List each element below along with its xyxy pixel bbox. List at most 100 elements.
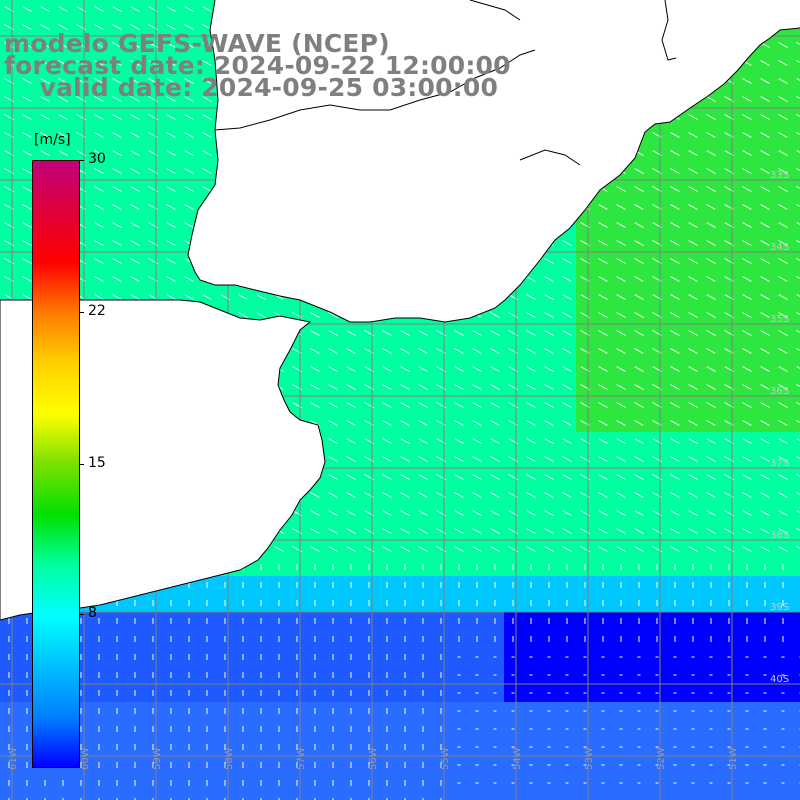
wind-arrow — [778, 276, 788, 282]
wind-arrow — [112, 150, 122, 156]
wind-arrow — [22, 132, 32, 138]
wind-arrow — [22, 60, 32, 66]
wind-arrow — [634, 258, 644, 264]
wind-arrow — [166, 276, 176, 282]
wind-cell — [792, 702, 800, 720]
wind-arrow — [130, 42, 140, 48]
wind-arrow — [598, 492, 608, 498]
wind-arrow — [688, 114, 698, 120]
wind-arrow — [760, 186, 770, 192]
wind-arrow — [184, 132, 194, 138]
wind-arrow — [58, 150, 68, 156]
wind-arrow — [796, 132, 800, 136]
wind-arrow — [490, 492, 500, 498]
wind-arrow — [742, 474, 752, 480]
wind-arrow — [616, 312, 626, 318]
wind-arrow — [184, 78, 194, 84]
wind-arrow — [706, 402, 716, 408]
wind-arrow — [760, 330, 770, 336]
wind-arrow — [202, 6, 212, 12]
wind-arrow — [796, 222, 800, 226]
wind-arrow — [796, 456, 800, 460]
wind-arrow — [22, 24, 32, 30]
wind-arrow — [778, 150, 788, 156]
wind-arrow — [778, 348, 788, 354]
wind-cell — [450, 792, 468, 800]
wind-arrow — [490, 510, 500, 516]
wind-arrow — [112, 294, 122, 300]
wind-arrow — [130, 78, 140, 84]
wind-arrow — [382, 474, 392, 480]
wind-arrow — [598, 420, 608, 426]
wind-arrow — [598, 384, 608, 390]
longitude-label: 54W — [512, 747, 523, 770]
wind-arrow — [544, 366, 554, 372]
wind-arrow — [94, 114, 104, 120]
latitude-label: 39S — [770, 602, 790, 613]
wind-arrow — [58, 78, 68, 84]
wind-arrow — [544, 258, 554, 264]
longitude-label: 56W — [368, 747, 379, 770]
wind-cell — [306, 792, 324, 800]
wind-arrow — [112, 42, 122, 48]
wind-arrow — [742, 150, 752, 156]
wind-arrow — [238, 294, 248, 300]
wind-arrow — [742, 204, 752, 210]
wind-arrow — [796, 348, 800, 352]
wind-arrow — [706, 204, 716, 210]
argentina-coast — [0, 299, 326, 621]
wind-arrow — [328, 510, 338, 516]
wind-arrow — [166, 96, 176, 102]
wind-cell — [792, 648, 800, 666]
wind-arrow — [562, 366, 572, 372]
wind-arrow — [346, 402, 356, 408]
wind-arrow — [382, 348, 392, 354]
wind-arrow — [22, 6, 32, 12]
wind-arrow — [544, 474, 554, 480]
wind-arrow — [616, 186, 626, 192]
wind-arrow — [598, 240, 608, 246]
wind-arrow — [346, 528, 356, 534]
wind-arrow — [400, 456, 410, 462]
wind-arrow — [688, 186, 698, 192]
wind-arrow — [562, 384, 572, 390]
wind-arrow — [346, 366, 356, 372]
wind-cell — [792, 450, 800, 468]
wind-arrow — [328, 366, 338, 372]
wind-arrow — [688, 474, 698, 480]
wind-arrow — [742, 402, 752, 408]
wind-arrow — [742, 420, 752, 426]
wind-arrow — [670, 384, 680, 390]
longitude-label: 52W — [656, 747, 667, 770]
wind-cell — [522, 792, 540, 800]
wind-arrow — [94, 240, 104, 246]
wind-arrow — [688, 258, 698, 264]
wind-arrow — [634, 546, 644, 552]
wind-arrow — [400, 546, 410, 552]
wind-arrow — [616, 510, 626, 516]
wind-arrow — [544, 294, 554, 300]
wind-arrow — [490, 384, 500, 390]
colorbar-tick — [79, 312, 84, 313]
wind-arrow — [472, 420, 482, 426]
wind-arrow — [616, 204, 626, 210]
wind-arrow — [778, 294, 788, 300]
wind-arrow — [670, 168, 680, 174]
wind-cell — [792, 540, 800, 558]
wind-arrow — [130, 204, 140, 210]
wind-arrow — [328, 384, 338, 390]
wind-arrow — [670, 294, 680, 300]
wind-arrow — [310, 402, 320, 408]
wind-arrow — [418, 348, 428, 354]
wind-arrow — [706, 186, 716, 192]
wind-arrow — [382, 330, 392, 336]
wind-arrow — [130, 222, 140, 228]
wind-arrow — [778, 474, 788, 480]
wind-arrow — [706, 528, 716, 534]
wind-arrow — [670, 186, 680, 192]
wind-arrow — [688, 456, 698, 462]
wind-cell — [792, 612, 800, 630]
wind-cell — [144, 792, 162, 800]
wind-arrow — [562, 492, 572, 498]
wind-arrow — [94, 258, 104, 264]
